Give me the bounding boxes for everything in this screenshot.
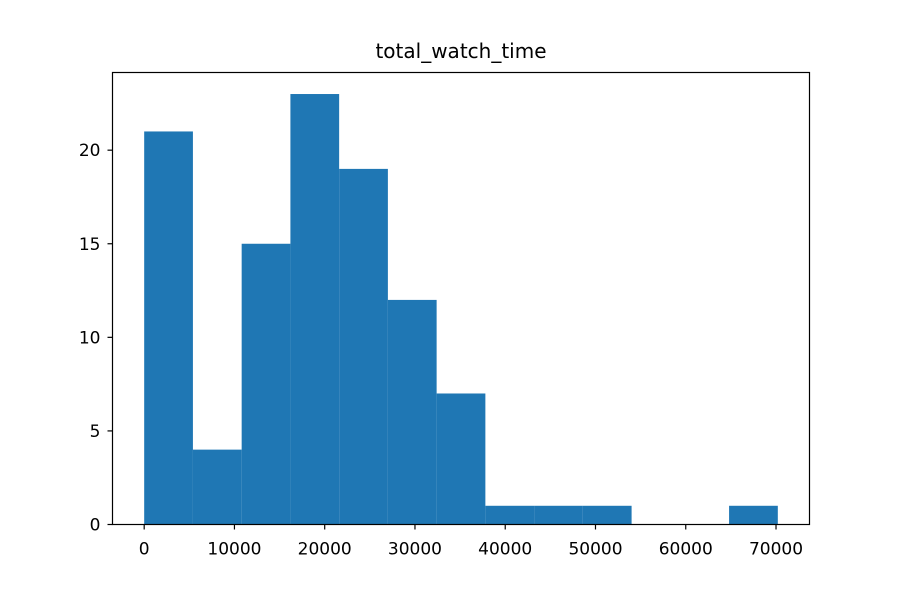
histogram-bar	[534, 505, 583, 525]
histogram-bar	[387, 299, 437, 525]
y-axis-ticks: 0 5 10 15 20	[79, 141, 113, 536]
histogram-bar	[485, 505, 535, 525]
y-tick-label: 0	[90, 516, 101, 536]
x-tick-label: 40000	[478, 540, 532, 560]
histogram-bar	[192, 449, 242, 525]
x-axis-ticks: 0 10000 20000 30000 40000 50000 60000 70000	[139, 524, 803, 560]
histogram-bar	[144, 131, 193, 525]
y-tick-label: 5	[90, 422, 101, 442]
histogram-bar	[729, 505, 778, 525]
x-tick-label: 30000	[388, 540, 442, 560]
y-tick-label: 15	[79, 235, 101, 255]
histogram-bar	[241, 243, 291, 525]
histogram-bar	[582, 505, 632, 525]
histogram-bar	[290, 94, 340, 525]
x-tick-label: 20000	[298, 540, 352, 560]
bars-group	[144, 94, 778, 525]
x-tick-label: 10000	[207, 540, 261, 560]
x-tick-label: 70000	[749, 540, 803, 560]
y-tick-label: 10	[79, 328, 101, 348]
x-tick-label: 0	[139, 540, 150, 560]
histogram-bar	[339, 168, 388, 525]
histogram-bar	[436, 393, 486, 525]
chart-title: total_watch_time	[375, 39, 546, 63]
plot-frame	[111, 71, 811, 526]
y-tick-label: 20	[79, 141, 101, 161]
x-tick-label: 60000	[659, 540, 713, 560]
x-tick-label: 50000	[568, 540, 622, 560]
